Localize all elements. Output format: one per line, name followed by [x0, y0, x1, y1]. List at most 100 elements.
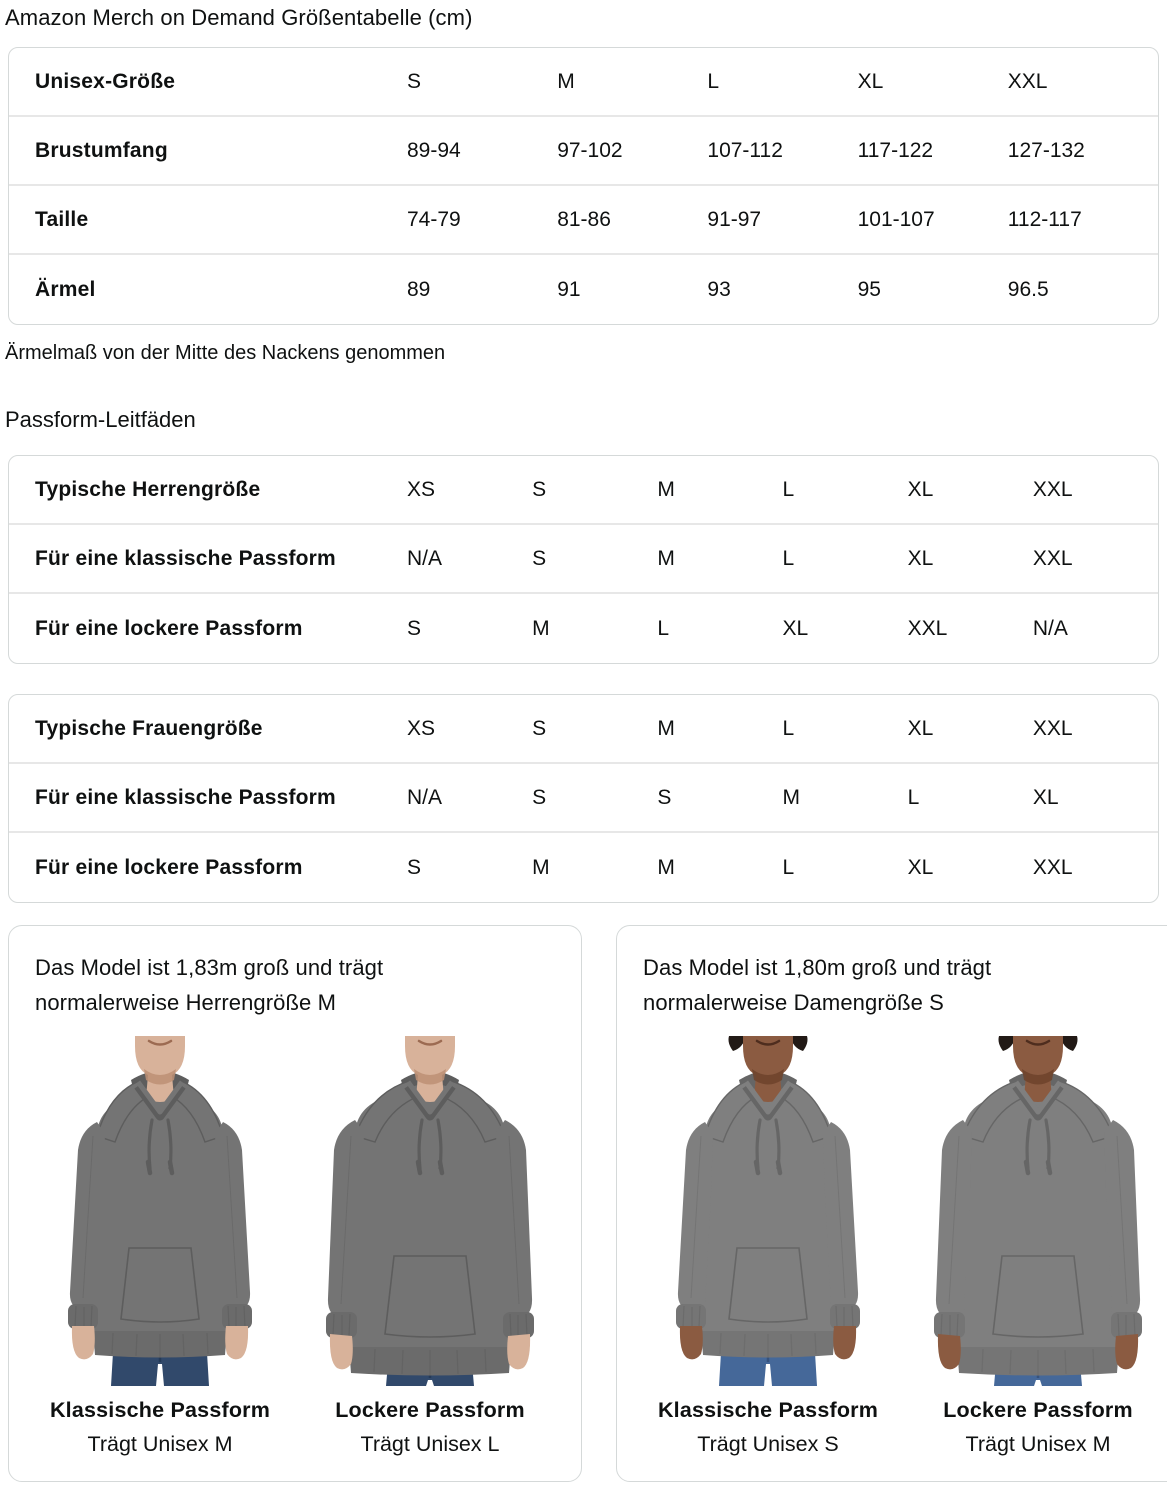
size-value: 95 [857, 277, 881, 301]
sleeve-measure-footnote: Ärmelmaß von der Mitte des Nackens genom… [5, 342, 446, 364]
size-value: XS [407, 477, 436, 501]
table-row: Für eine klassische Passform N/A S M L X… [9, 525, 1158, 594]
size-value: S [532, 546, 547, 570]
size-label: Trägt Unisex S [697, 1432, 839, 1456]
size-value: S [532, 716, 547, 740]
size-value: XL [907, 546, 934, 570]
female-model-classic-fit-photo [643, 1036, 893, 1386]
row-label: Taille [35, 207, 89, 231]
table-row: Für eine klassische Passform N/A S S M L… [9, 764, 1158, 833]
card-title: Das Model ist 1,80m groß und trägt norma… [643, 955, 992, 1015]
row-label: Brustumfang [35, 138, 168, 162]
size-value: M [657, 716, 675, 740]
table-row: Ärmel 89 91 93 95 96.5 [9, 255, 1158, 324]
row-label: Unisex-Größe [35, 69, 176, 93]
size-value: 91-97 [707, 207, 762, 231]
size-value: 91 [557, 277, 581, 301]
size-value: M [657, 477, 675, 501]
row-label: Für eine klassische Passform [35, 546, 336, 570]
size-value: L [657, 616, 670, 640]
female-model-loose-fit-photo [913, 1036, 1163, 1386]
table-row: Taille 74-79 81-86 91-97 101-107 112-117 [9, 186, 1158, 255]
size-value: M [657, 546, 675, 570]
male-model-card: Das Model ist 1,83m groß und trägt norma… [8, 925, 582, 1482]
size-value: 112-117 [1007, 207, 1082, 231]
size-value: S [657, 785, 672, 809]
size-value: 117-122 [857, 138, 934, 162]
size-value: 74-79 [407, 207, 461, 231]
size-value: 107-112 [707, 138, 783, 162]
size-value: XL [782, 616, 809, 640]
size-value: 101-107 [857, 207, 935, 231]
row-label: Typische Frauengröße [35, 716, 263, 740]
size-value: S [407, 616, 422, 640]
size-value: XXL [1032, 716, 1073, 740]
table-row: Brustumfang 89-94 97-102 107-112 117-122… [9, 117, 1158, 186]
size-value: N/A [1032, 616, 1068, 640]
fit-label: Lockere Passform [943, 1398, 1133, 1422]
row-label: Für eine lockere Passform [35, 855, 303, 879]
model-figure: Klassische Passform Trägt Unisex M [35, 1036, 285, 1457]
size-value: 93 [707, 277, 731, 301]
size-value: L [707, 69, 720, 93]
size-value: M [557, 69, 575, 93]
size-value: 89 [407, 277, 431, 301]
size-value: S [532, 785, 547, 809]
model-figure: Lockere Passform Trägt Unisex M [913, 1036, 1163, 1457]
size-value: L [782, 546, 795, 570]
model-figure: Klassische Passform Trägt Unisex S [643, 1036, 893, 1457]
size-value: 89-94 [407, 138, 461, 162]
female-model-card: Das Model ist 1,80m groß und trägt norma… [616, 925, 1167, 1482]
size-value: L [782, 477, 795, 501]
size-value: L [782, 855, 795, 879]
hoodie-model-illustration [643, 1036, 893, 1386]
size-value: S [407, 855, 422, 879]
size-value: XL [907, 855, 934, 879]
figures-row: Klassische Passform Trägt Unisex S Locke… [643, 1036, 1163, 1457]
fit-label: Lockere Passform [335, 1398, 525, 1422]
size-value: M [532, 855, 550, 879]
hoodie-model-illustration [305, 1036, 555, 1386]
model-cards: Das Model ist 1,83m groß und trägt norma… [8, 925, 1167, 1482]
size-value: XL [907, 477, 934, 501]
fit-guides-title: Passform-Leitfäden [5, 407, 196, 432]
hoodie-model-illustration [35, 1036, 285, 1386]
size-value: 127-132 [1007, 138, 1085, 162]
size-value: 96.5 [1007, 277, 1049, 301]
row-label: Für eine lockere Passform [35, 616, 303, 640]
size-value: XL [907, 716, 934, 740]
womens-fit-table: Typische Frauengröße XS S M L XL XXL Für… [8, 694, 1159, 903]
size-value: M [782, 785, 800, 809]
size-value: L [782, 716, 795, 740]
size-label: Trägt Unisex M [87, 1432, 233, 1456]
table-row: Typische Frauengröße XS S M L XL XXL [9, 695, 1158, 764]
size-value: L [907, 785, 920, 809]
size-value: XXL [1007, 69, 1048, 93]
figures-row: Klassische Passform Trägt Unisex M Locke… [35, 1036, 555, 1457]
size-value: XL [1032, 785, 1059, 809]
size-label: Trägt Unisex M [965, 1432, 1111, 1456]
size-value: XS [407, 716, 436, 740]
size-value: M [657, 855, 675, 879]
table-row: Für eine lockere Passform S M L XL XXL N… [9, 594, 1158, 663]
size-value: XXL [1032, 477, 1073, 501]
table-row: Unisex-Größe S M L XL XXL [9, 48, 1158, 117]
size-value: N/A [407, 546, 443, 570]
table-row: Für eine lockere Passform S M M L XL XXL [9, 833, 1158, 902]
male-model-loose-fit-photo [305, 1036, 555, 1386]
fit-label: Klassische Passform [657, 1398, 879, 1422]
model-figure: Lockere Passform Trägt Unisex L [305, 1036, 555, 1457]
row-label: Für eine klassische Passform [35, 785, 336, 809]
hoodie-model-illustration [913, 1036, 1163, 1386]
size-value: N/A [407, 785, 443, 809]
size-value: M [532, 616, 550, 640]
row-label: Typische Herrengröße [35, 477, 261, 501]
size-label: Trägt Unisex L [360, 1432, 500, 1456]
unisex-size-table: Unisex-Größe S M L XL XXL Brustumfang 89… [8, 47, 1159, 325]
row-label: Ärmel [35, 277, 96, 301]
mens-fit-table: Typische Herrengröße XS S M L XL XXL Für… [8, 455, 1159, 664]
size-value: 81-86 [557, 207, 611, 231]
size-value: 97-102 [557, 138, 623, 162]
card-title: Das Model ist 1,83m groß und trägt norma… [35, 955, 384, 1015]
